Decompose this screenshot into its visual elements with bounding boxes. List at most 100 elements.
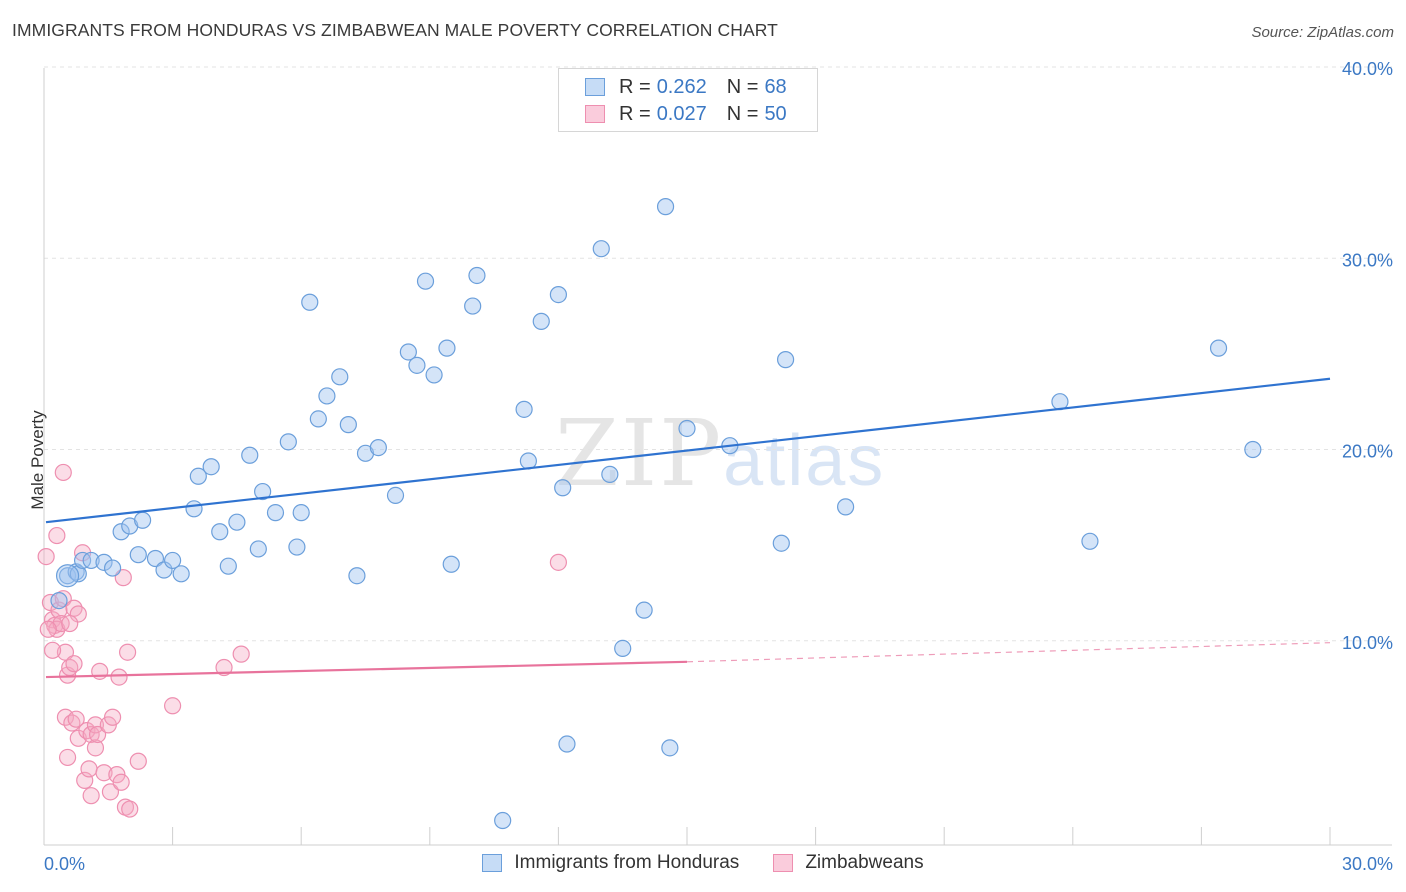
honduras-point <box>369 438 387 457</box>
zimbabweans-point <box>56 708 75 726</box>
honduras-point <box>601 465 619 483</box>
honduras-point <box>515 400 533 418</box>
watermark-atlas: atlas <box>723 421 886 501</box>
honduras-point <box>112 523 130 541</box>
legend-n-value: 50 <box>764 102 787 125</box>
honduras-point <box>408 356 426 374</box>
legend-n-value: 68 <box>764 75 787 98</box>
bottom-legend: Immigrants from Honduras Zimbabweans <box>0 852 1406 874</box>
honduras-point <box>1244 440 1262 459</box>
honduras-point <box>95 553 113 571</box>
honduras-point <box>399 343 417 361</box>
zimbabweans-point <box>215 658 233 677</box>
honduras-point <box>656 198 675 216</box>
honduras-point <box>464 297 482 315</box>
honduras-point <box>288 538 306 556</box>
honduras-point <box>249 540 267 558</box>
honduras-point <box>1081 532 1099 550</box>
zimbabweans-point <box>118 643 137 661</box>
honduras-point <box>425 366 443 384</box>
honduras-point <box>254 482 272 501</box>
honduras-point <box>678 419 696 438</box>
legend-n-label: N = <box>726 75 759 98</box>
honduras-point <box>635 601 653 619</box>
zimbabweans-point <box>101 783 120 801</box>
honduras-point <box>292 504 310 522</box>
watermark: ZIPatlas <box>555 400 885 507</box>
y-tick-label: 30.0% <box>1342 250 1393 270</box>
zimbabweans-point <box>232 645 250 663</box>
zimbabweans-point <box>67 710 85 728</box>
zimbabweans-point <box>54 463 72 482</box>
honduras-point <box>228 513 246 531</box>
honduras-point <box>219 557 237 575</box>
honduras-point <box>185 500 203 518</box>
honduras-point <box>146 549 165 568</box>
honduras-point <box>339 416 357 434</box>
honduras-point <box>241 446 259 464</box>
zimbabweans-trend-dashed <box>686 642 1331 663</box>
honduras-point <box>279 433 297 451</box>
x-tick-label: 0.0% <box>44 854 85 874</box>
zimbabweans-point <box>69 605 87 623</box>
honduras-point <box>155 561 173 579</box>
honduras-point <box>549 285 568 304</box>
legend-swatch-blue <box>585 78 605 96</box>
honduras-point <box>129 546 147 564</box>
zimbabweans-point <box>82 725 100 744</box>
bottom-legend-zimbabweans: Zimbabweans <box>773 852 924 874</box>
zimbabweans-trend-line <box>45 660 688 679</box>
honduras-point <box>438 339 456 357</box>
honduras-point <box>172 565 190 583</box>
bottom-legend-swatch-blue <box>482 854 503 872</box>
honduras-point <box>614 639 632 658</box>
honduras-point <box>772 534 790 552</box>
watermark-zip: ZIP <box>555 400 724 507</box>
honduras-point <box>558 735 576 753</box>
zimbabweans-point <box>37 547 55 566</box>
honduras-point <box>592 240 610 258</box>
zimbabweans-point <box>164 697 182 715</box>
zimbabweans-point <box>549 553 568 571</box>
zimbabweans-point <box>103 708 122 726</box>
y-tick-label: 40.0% <box>1342 59 1393 79</box>
honduras-point <box>309 410 327 428</box>
honduras-point <box>416 272 435 290</box>
honduras-point <box>348 567 366 585</box>
honduras-point <box>189 467 207 485</box>
zimbabweans-point <box>86 739 105 757</box>
chart-title: IMMIGRANTS FROM HONDURAS VS ZIMBABWEAN M… <box>12 20 778 40</box>
legend-r-label: R = <box>619 75 651 98</box>
y-axis-title: Male Poverty <box>27 410 47 510</box>
zimbabweans-point <box>48 526 66 545</box>
zimbabweans-point <box>82 787 100 805</box>
honduras-point <box>776 351 795 369</box>
honduras-point <box>58 567 77 585</box>
bottom-legend-label: Zimbabweans <box>805 852 924 873</box>
zimbabweans-point <box>88 725 107 744</box>
zimbabweans-point <box>39 620 57 638</box>
honduras-point <box>82 551 100 570</box>
source-label: Source: ZipAtlas.com <box>1251 24 1394 41</box>
zimbabweans-point <box>112 773 130 791</box>
zimbabweans-point <box>43 641 62 659</box>
y-tick-label: 20.0% <box>1342 442 1393 462</box>
honduras-point <box>301 293 319 311</box>
zimbabweans-point <box>61 614 79 633</box>
legend: R = 0.262 N = 68 R = 0.027 N = 50 <box>558 68 818 132</box>
honduras-point <box>266 504 285 522</box>
honduras-point <box>331 368 349 386</box>
legend-r-value: 0.262 <box>656 75 707 98</box>
honduras-point <box>318 387 336 405</box>
legend-r-label: R = <box>619 102 651 125</box>
legend-r-value: 0.027 <box>656 102 707 125</box>
honduras-point <box>55 564 80 588</box>
honduras-point <box>532 312 550 330</box>
honduras-point <box>386 486 405 504</box>
honduras-point <box>494 811 512 830</box>
honduras-point <box>211 523 229 541</box>
zimbabweans-point <box>129 752 147 770</box>
honduras-point <box>442 555 460 573</box>
honduras-point <box>133 511 152 529</box>
